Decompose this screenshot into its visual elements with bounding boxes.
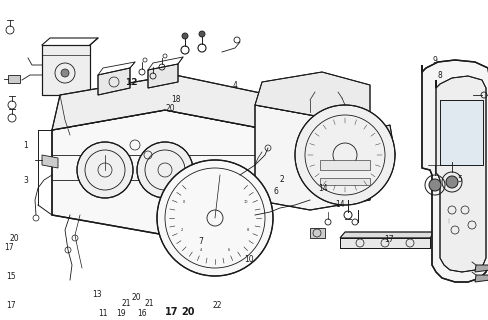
Polygon shape	[435, 76, 485, 272]
Text: 16: 16	[137, 309, 146, 318]
Text: 3: 3	[23, 176, 28, 185]
Circle shape	[199, 31, 204, 37]
Polygon shape	[42, 45, 90, 95]
Circle shape	[182, 33, 187, 39]
Text: 13: 13	[92, 290, 102, 299]
Text: |: |	[446, 217, 448, 223]
Text: 2: 2	[181, 228, 183, 232]
Text: 17: 17	[6, 301, 16, 310]
Text: 11: 11	[98, 309, 107, 318]
Text: 1: 1	[23, 141, 28, 150]
Polygon shape	[42, 155, 58, 168]
Circle shape	[137, 142, 193, 198]
Text: 6: 6	[273, 188, 278, 196]
Text: 8: 8	[437, 71, 442, 80]
Text: 17: 17	[383, 236, 393, 244]
Circle shape	[157, 160, 272, 276]
Text: 10: 10	[244, 200, 248, 204]
Polygon shape	[254, 105, 369, 210]
Text: 10: 10	[244, 255, 254, 264]
Text: 7: 7	[198, 237, 203, 246]
Circle shape	[77, 142, 133, 198]
Text: 17: 17	[165, 307, 179, 317]
Text: 20: 20	[181, 307, 195, 317]
Text: 20: 20	[10, 234, 20, 243]
Text: 17: 17	[4, 244, 14, 252]
Text: 5: 5	[456, 175, 461, 184]
Text: 12: 12	[124, 78, 137, 87]
Text: 0: 0	[183, 200, 184, 204]
Polygon shape	[421, 60, 488, 282]
Text: 20: 20	[131, 293, 141, 302]
Polygon shape	[339, 238, 429, 248]
Text: 4: 4	[200, 248, 202, 252]
Polygon shape	[8, 75, 20, 83]
Text: 22: 22	[212, 301, 222, 310]
Polygon shape	[254, 72, 369, 125]
Polygon shape	[339, 232, 434, 238]
Text: 15: 15	[6, 272, 16, 281]
Text: 2: 2	[279, 175, 284, 184]
Text: 20: 20	[165, 104, 175, 113]
Text: 4: 4	[232, 81, 237, 90]
Polygon shape	[319, 160, 369, 170]
Polygon shape	[367, 125, 394, 165]
Polygon shape	[309, 228, 325, 238]
Circle shape	[445, 176, 457, 188]
Text: 6: 6	[227, 248, 229, 252]
Polygon shape	[98, 68, 130, 95]
Text: 18: 18	[171, 95, 181, 104]
Circle shape	[428, 179, 440, 191]
Polygon shape	[474, 265, 488, 272]
Text: 19: 19	[116, 309, 126, 318]
Polygon shape	[439, 100, 482, 165]
Polygon shape	[474, 275, 488, 282]
Circle shape	[61, 69, 69, 77]
Text: 14: 14	[317, 184, 327, 193]
Polygon shape	[148, 64, 178, 88]
Text: 8: 8	[246, 228, 248, 232]
Polygon shape	[52, 110, 269, 235]
Polygon shape	[52, 75, 269, 130]
Polygon shape	[319, 178, 369, 185]
Text: 21: 21	[144, 300, 154, 308]
Circle shape	[294, 105, 394, 205]
Text: 21: 21	[121, 300, 131, 308]
Text: 14: 14	[334, 200, 344, 209]
Text: 9: 9	[432, 56, 437, 65]
